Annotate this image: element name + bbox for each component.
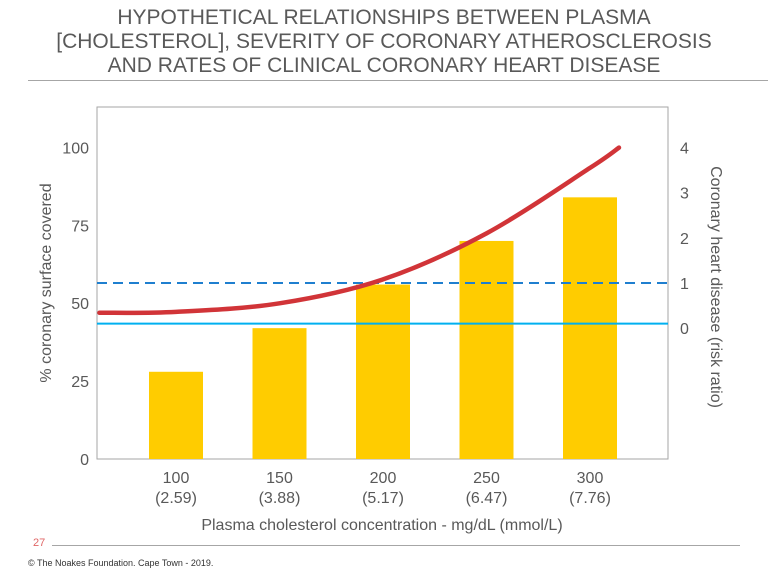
- y2-tick-label: 4: [680, 141, 689, 158]
- y2-axis-label: Coronary heart disease (risk ratio): [707, 166, 724, 408]
- x-tick-sublabel: (2.59): [155, 490, 197, 507]
- bar: [563, 197, 617, 459]
- bar: [252, 328, 307, 459]
- x-tick-label: 100: [163, 470, 190, 487]
- y-tick-label: 75: [71, 218, 89, 235]
- page-number: 27: [33, 537, 46, 549]
- y2-tick-label: 1: [680, 276, 689, 293]
- title-line: HYPOTHETICAL RELATIONSHIPS BETWEEN PLASM…: [117, 6, 651, 29]
- y2-tick-label: 3: [680, 186, 689, 203]
- chart-title: HYPOTHETICAL RELATIONSHIPS BETWEEN PLASM…: [0, 6, 768, 78]
- y-tick-label: 25: [71, 374, 89, 391]
- x-tick-sublabel: (6.47): [466, 490, 508, 507]
- bar: [459, 240, 514, 459]
- x-axis-label: Plasma cholesterol concentration - mg/dL…: [201, 517, 562, 534]
- y-tick-label: 50: [71, 296, 89, 313]
- x-tick-label: 300: [577, 470, 604, 487]
- y-tick-label: 100: [62, 140, 89, 157]
- x-tick-sublabel: (3.88): [259, 490, 301, 507]
- x-tick-sublabel: (5.17): [362, 490, 404, 507]
- y2-tick-label: 0: [680, 321, 689, 338]
- bar: [149, 371, 203, 459]
- y-axis-label: % coronary surface covered: [38, 183, 55, 382]
- x-tick-sublabel: (7.76): [569, 490, 611, 507]
- title-divider: [28, 80, 768, 81]
- x-tick-label: 200: [370, 470, 397, 487]
- title-line: AND RATES OF CLINICAL CORONARY HEART DIS…: [107, 54, 661, 77]
- risk-curve: [97, 145, 622, 316]
- copyright: © The Noakes Foundation. Cape Town - 201…: [28, 558, 214, 568]
- x-tick-label: 250: [473, 470, 500, 487]
- title-line: [CHOLESTEROL], SEVERITY OF CORONARY ATHE…: [56, 30, 712, 53]
- y-tick-label: 0: [80, 452, 89, 469]
- footer-divider: [52, 545, 740, 546]
- bar: [356, 284, 410, 459]
- y2-tick-label: 2: [680, 231, 689, 248]
- x-tick-label: 150: [266, 470, 293, 487]
